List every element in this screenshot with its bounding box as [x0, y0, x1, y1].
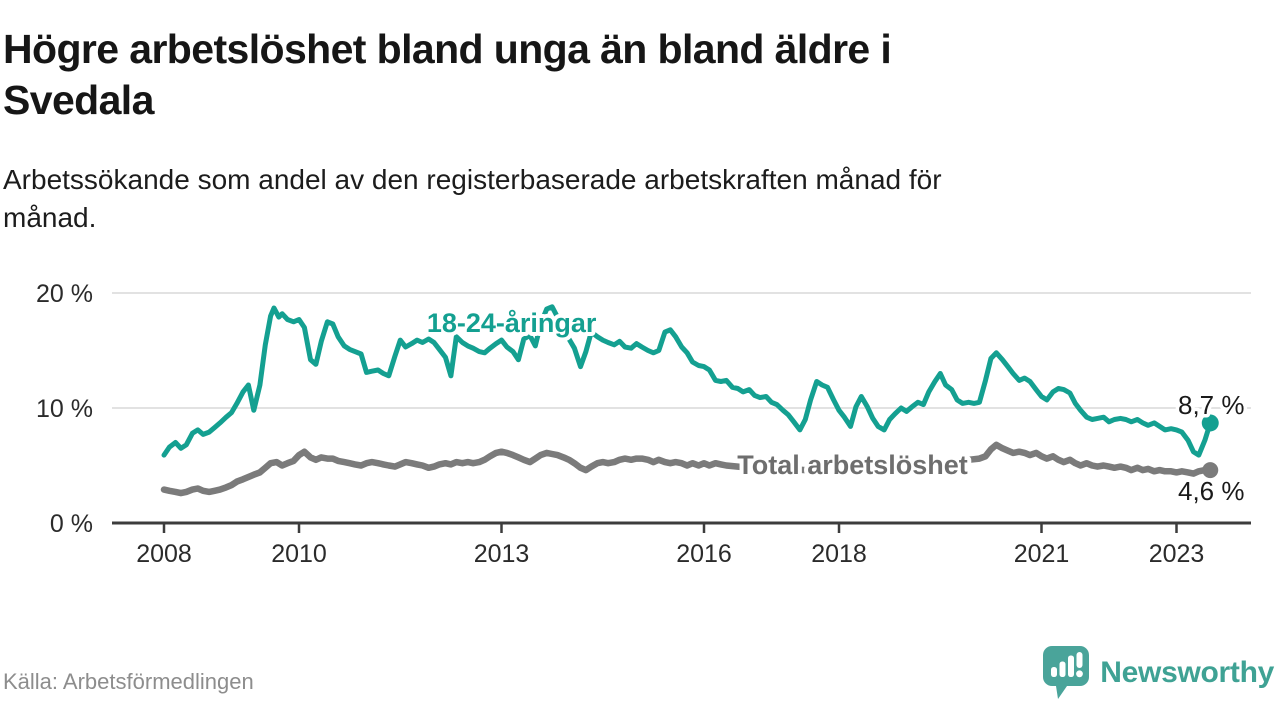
x-axis-label-2018: 2018 — [811, 540, 867, 568]
chart-subtitle: Arbetssökande som andel av den registerb… — [3, 161, 1203, 237]
x-axis-label-2013: 2013 — [474, 540, 530, 568]
series-end-dot-total — [1202, 462, 1219, 479]
logo-exclamation-bar — [1076, 652, 1083, 668]
subtitle-line-1: Arbetssökande som andel av den registerb… — [3, 164, 942, 195]
y-axis-label-0: 0 % — [50, 510, 93, 538]
newsworthy-logo-icon — [1043, 646, 1090, 699]
title-line-2: Svedala — [3, 77, 154, 123]
y-axis-label-10: 10 % — [36, 395, 93, 423]
end-value-label-young: 8,7 % — [1178, 390, 1245, 420]
x-axis-label-2008: 2008 — [136, 540, 192, 568]
y-axis-label-20: 20 % — [36, 280, 93, 308]
x-axis-label-2021: 2021 — [1014, 540, 1070, 568]
series-line-total — [160, 441, 1214, 497]
end-value-label-total: 4,6 % — [1178, 476, 1245, 506]
title-line-1: Högre arbetslöshet bland unga än bland ä… — [3, 26, 892, 72]
logo-exclamation-dot — [1076, 670, 1084, 678]
page-title: Högre arbetslöshet bland unga än bland ä… — [3, 24, 1203, 126]
x-axis-label-2016: 2016 — [676, 540, 732, 568]
logo-bar-3 — [1068, 655, 1075, 677]
x-axis-label-2010: 2010 — [271, 540, 327, 568]
logo-bar-1 — [1051, 667, 1058, 677]
subtitle-line-2: månad. — [3, 202, 97, 233]
series-label-total: Total arbetslöshet — [737, 450, 968, 480]
series-line-young — [161, 304, 1213, 458]
logo-bar-2 — [1059, 661, 1066, 677]
source-note: Källa: Arbetsförmedlingen — [3, 669, 254, 694]
brand-lockup: Newsworthy — [1043, 646, 1274, 699]
series-label-young: 18-24-åringar — [427, 308, 597, 338]
x-axis-label-2023: 2023 — [1149, 540, 1205, 568]
brand-name: Newsworthy — [1100, 655, 1274, 689]
series-end-dot-young — [1201, 414, 1219, 432]
